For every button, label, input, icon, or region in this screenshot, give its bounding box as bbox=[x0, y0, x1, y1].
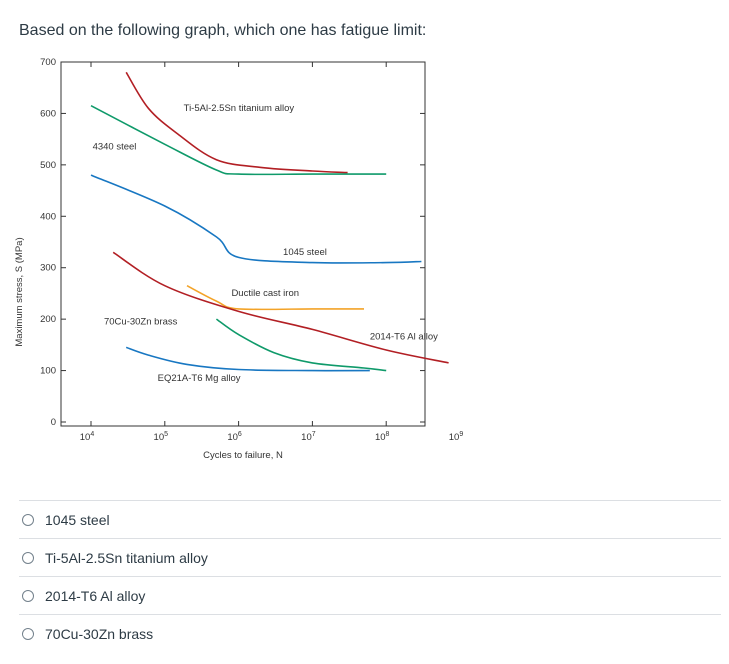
radio-button[interactable] bbox=[22, 589, 34, 602]
question-text: Based on the following graph, which one … bbox=[19, 22, 427, 39]
curve-label-eq21a-t6-mg-alloy: EQ21A-T6 Mg alloy bbox=[158, 373, 241, 384]
fatigue-chart: 0 100 200 300 400 500 600 700 104 105 106 107 108 10… bbox=[0, 48, 729, 468]
y-tick-label: 200 bbox=[40, 314, 56, 325]
curve-label-4340-steel: 4340 steel bbox=[93, 141, 137, 152]
option-1045-steel[interactable]: 1045 steel bbox=[19, 500, 721, 538]
x-tick-label: 106 bbox=[227, 431, 242, 443]
curve-2014-t6-al-alloy bbox=[112, 251, 449, 364]
option-label: 70Cu-30Zn brass bbox=[45, 625, 154, 642]
curve-label-1045-steel: 1045 steel bbox=[283, 247, 327, 258]
curve-4340-steel bbox=[90, 104, 387, 176]
y-tick-label: 700 bbox=[40, 57, 56, 68]
answer-options: 1045 steel Ti-5Al-2.5Sn titanium alloy 2… bbox=[19, 500, 721, 652]
curves bbox=[90, 71, 449, 372]
y-tick-label: 600 bbox=[40, 108, 56, 119]
option-label: 2014-T6 Al alloy bbox=[45, 587, 146, 604]
y-tick-label: 100 bbox=[40, 366, 56, 377]
radio-button[interactable] bbox=[22, 551, 34, 564]
curve-ti-5al-2-5sn-titanium-alloy bbox=[125, 71, 348, 174]
x-tick-label: 107 bbox=[301, 431, 316, 443]
option-label: Ti-5Al-2.5Sn titanium alloy bbox=[45, 549, 208, 566]
x-tick-label: 109 bbox=[449, 431, 464, 443]
curve-label-2014-t6-al-alloy: 2014-T6 Al alloy bbox=[370, 332, 438, 343]
curve-70cu-30zn-brass bbox=[215, 318, 387, 372]
curve-1045-steel bbox=[90, 174, 422, 264]
x-ticks: 104 105 106 107 108 109 bbox=[80, 62, 464, 443]
option-titanium-alloy[interactable]: Ti-5Al-2.5Sn titanium alloy bbox=[19, 538, 721, 576]
y-tick-label: 300 bbox=[40, 263, 56, 274]
curve-label-ti-5al-2-5sn-titanium-alloy: Ti-5Al-2.5Sn titanium alloy bbox=[184, 103, 295, 114]
y-axis-label: Maximum stress, S (MPa) bbox=[14, 237, 25, 346]
x-tick-label: 108 bbox=[375, 431, 390, 443]
curve-ductile-cast-iron bbox=[186, 284, 364, 311]
radio-button[interactable] bbox=[22, 513, 34, 526]
option-label: 1045 steel bbox=[45, 511, 110, 528]
option-al-alloy[interactable]: 2014-T6 Al alloy bbox=[19, 576, 721, 614]
x-tick-label: 105 bbox=[154, 431, 169, 443]
y-ticks: 0 100 200 300 400 500 600 700 bbox=[40, 57, 425, 428]
plot-frame bbox=[60, 61, 426, 427]
x-axis-label: Cycles to failure, N bbox=[203, 450, 283, 461]
curve-label-ductile-cast-iron: Ductile cast iron bbox=[231, 288, 299, 299]
x-tick-label: 104 bbox=[80, 431, 95, 443]
y-tick-label: 0 bbox=[51, 417, 56, 428]
curve-eq21a-t6-mg-alloy bbox=[125, 346, 370, 372]
y-tick-label: 500 bbox=[40, 160, 56, 171]
option-brass[interactable]: 70Cu-30Zn brass bbox=[19, 614, 721, 652]
curve-labels: Ti-5Al-2.5Sn titanium alloy 4340 steel 104… bbox=[93, 103, 439, 384]
radio-button[interactable] bbox=[22, 627, 34, 640]
curve-label-70cu-30zn-brass: 70Cu-30Zn brass bbox=[104, 316, 178, 327]
y-tick-label: 400 bbox=[40, 211, 56, 222]
